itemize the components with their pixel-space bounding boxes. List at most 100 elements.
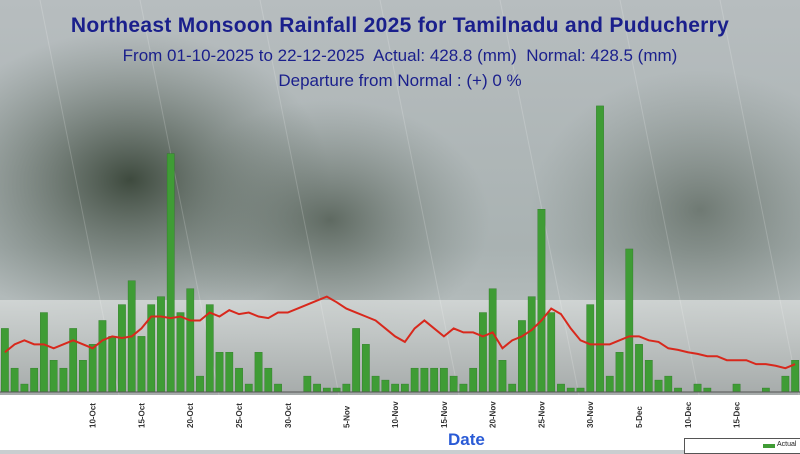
x-tick-label: 15-Oct — [138, 403, 147, 428]
actual-bar — [615, 352, 624, 393]
actual-bar — [391, 383, 399, 393]
actual-bar — [1, 328, 9, 393]
actual-bar — [508, 383, 517, 393]
x-tick-label: 25-Nov — [538, 401, 547, 428]
actual-bar — [596, 105, 604, 393]
x-tick-label: 15-Nov — [440, 401, 449, 428]
x-tick-label: 20-Oct — [186, 403, 195, 428]
actual-bar — [479, 312, 487, 393]
actual-bar — [69, 328, 78, 393]
actual-bar — [49, 360, 58, 393]
actual-bars — [1, 105, 799, 393]
x-tick-label: 5-Dec — [635, 406, 644, 428]
departure-text: Departure from Normal : (+) 0 % — [278, 71, 522, 90]
actual-bar — [244, 383, 253, 393]
actual-bar — [176, 312, 185, 393]
actual-bar — [59, 367, 68, 393]
chart-title: Northeast Monsoon Rainfall 2025 for Tami… — [70, 14, 730, 37]
actual-bar — [547, 312, 556, 393]
actual-bar — [654, 379, 663, 393]
x-tick-label: 10-Dec — [684, 401, 693, 428]
actual-bar — [322, 387, 331, 393]
actual-bar — [410, 367, 419, 393]
x-axis-label: Date — [448, 430, 485, 449]
actual-bar — [459, 383, 468, 393]
actual-bar — [108, 336, 117, 393]
actual-bar — [20, 383, 29, 393]
actual-bar — [586, 304, 595, 393]
actual-bar — [449, 375, 458, 393]
chart-subtitle: From 01-10-2025 to 22-12-2025 Actual: 42… — [0, 46, 800, 66]
actual-bar — [693, 383, 702, 393]
normal-line — [4, 295, 796, 370]
actual-bar — [352, 328, 360, 393]
actual-bar — [30, 367, 39, 393]
actual-bar — [235, 367, 243, 393]
actual-bar — [313, 383, 321, 393]
actual-bar — [196, 375, 204, 393]
actual-bar — [79, 360, 87, 393]
actual-bar — [166, 153, 175, 393]
actual-bar — [332, 387, 341, 393]
actual-bar — [537, 209, 546, 393]
actual-bar — [732, 383, 741, 393]
actual-bar — [225, 352, 234, 393]
actual-bar — [215, 352, 224, 393]
actual-bar — [488, 288, 497, 393]
x-tick-label: 30-Oct — [284, 403, 293, 428]
actual-bar — [137, 336, 146, 393]
actual-bar — [186, 288, 195, 393]
x-tick-label: 15-Dec — [733, 401, 742, 428]
x-tick-label: 20-Nov — [489, 401, 498, 428]
x-axis-ticks: 10-Oct 15-Oct 20-Oct 25-Oct 30-Oct 5-Nov 10-No… — [89, 401, 742, 428]
legend: Actual — [684, 438, 800, 454]
x-tick-label: 30-Nov — [586, 401, 595, 428]
actual-text: Actual: 428.8 (mm) — [373, 46, 517, 65]
actual-bar — [157, 296, 165, 393]
x-tick-label: 5-Nov — [342, 405, 351, 428]
actual-bar — [10, 367, 19, 393]
actual-bar — [420, 367, 429, 393]
actual-bar — [625, 248, 634, 393]
actual-bar — [264, 367, 273, 393]
actual-bar — [781, 375, 790, 393]
actual-bar — [674, 387, 682, 393]
actual-bar — [635, 344, 643, 393]
actual-bar — [381, 379, 390, 393]
x-tick-label: 10-Oct — [89, 403, 98, 428]
actual-bar — [605, 375, 614, 393]
actual-bar — [430, 367, 439, 393]
period-text: From 01-10-2025 to 22-12-2025 — [122, 46, 365, 65]
actual-bar — [254, 352, 263, 393]
actual-bar — [557, 383, 565, 393]
x-tick-label: 10-Nov — [391, 401, 400, 428]
actual-bar — [518, 320, 526, 393]
actual-bar — [303, 375, 312, 393]
actual-bar — [362, 344, 370, 393]
actual-bar — [576, 387, 585, 393]
legend-swatch-actual — [763, 444, 775, 448]
actual-bar — [527, 296, 536, 393]
normal-text: Normal: 428.5 (mm) — [526, 46, 678, 65]
actual-bar — [644, 360, 653, 393]
actual-bar — [371, 375, 380, 393]
actual-bar — [762, 387, 770, 393]
actual-bar — [98, 320, 107, 393]
actual-bar — [118, 304, 126, 393]
actual-bar — [703, 387, 712, 393]
legend-label-actual: Actual — [777, 441, 797, 448]
actual-bar — [274, 383, 282, 393]
actual-bar — [40, 312, 48, 393]
actual-bar — [664, 375, 673, 393]
actual-bar — [469, 367, 478, 393]
actual-bar — [342, 383, 351, 393]
actual-bar — [498, 360, 507, 393]
actual-bar — [440, 367, 448, 393]
actual-bar — [566, 387, 575, 393]
actual-bar — [401, 383, 409, 393]
x-tick-label: 25-Oct — [235, 403, 244, 428]
actual-bar — [205, 304, 214, 393]
actual-bar — [88, 344, 97, 393]
